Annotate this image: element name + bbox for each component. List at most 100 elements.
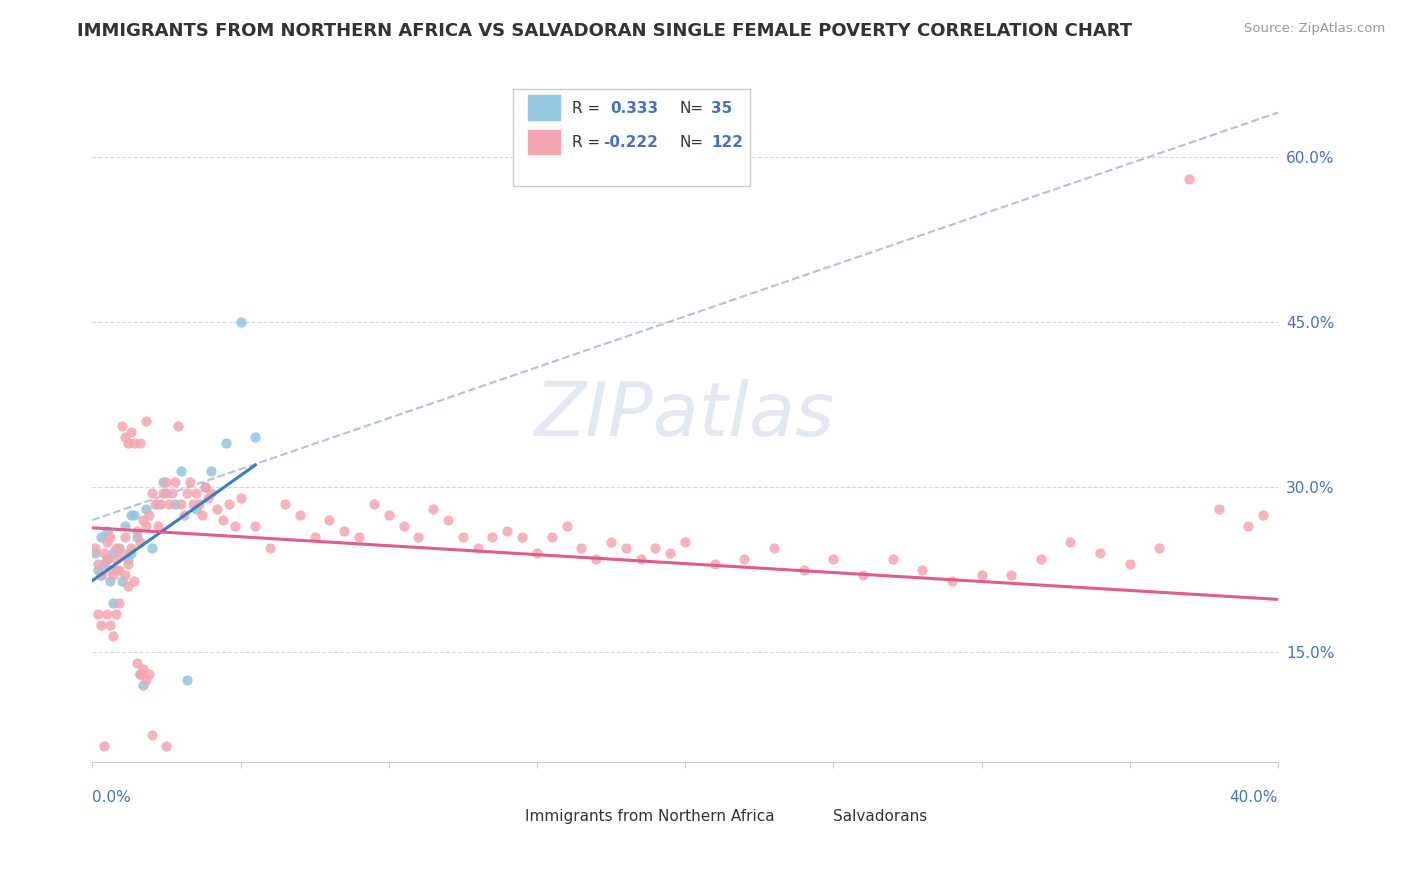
Point [184, 485, 207, 500]
Point [496, 524, 519, 538]
Point [363, 497, 385, 511]
Point [437, 513, 460, 527]
Point [823, 551, 845, 566]
Point [117, 579, 139, 593]
Point [392, 518, 415, 533]
Point [347, 530, 370, 544]
Point [1088, 546, 1111, 560]
Point [1119, 557, 1142, 571]
Point [600, 535, 623, 549]
Point [122, 574, 145, 588]
Text: Source: ZipAtlas.com: Source: ZipAtlas.com [1244, 22, 1385, 36]
Point [793, 563, 815, 577]
Point [540, 530, 562, 544]
Point [481, 530, 503, 544]
Point [152, 485, 174, 500]
Point [245, 430, 267, 444]
Point [98, 530, 121, 544]
Point [555, 518, 578, 533]
Point [200, 485, 222, 500]
Point [170, 464, 193, 478]
Point [117, 436, 139, 450]
Point [122, 508, 145, 522]
Point [149, 497, 172, 511]
Point [87, 607, 110, 621]
Point [644, 541, 666, 555]
Text: IMMIGRANTS FROM NORTHERN AFRICA VS SALVADORAN SINGLE FEMALE POVERTY CORRELATION : IMMIGRANTS FROM NORTHERN AFRICA VS SALVA… [77, 22, 1132, 40]
FancyBboxPatch shape [513, 89, 751, 186]
Point [138, 667, 160, 681]
Point [162, 485, 184, 500]
Point [852, 568, 875, 582]
Point [274, 497, 297, 511]
Point [205, 502, 228, 516]
Point [90, 617, 112, 632]
Point [87, 557, 110, 571]
Point [98, 617, 121, 632]
Point [224, 518, 246, 533]
Point [630, 551, 652, 566]
Point [229, 315, 252, 329]
Point [259, 541, 281, 555]
Point [1149, 541, 1171, 555]
Point [733, 551, 755, 566]
Point [1208, 502, 1230, 516]
Point [141, 485, 163, 500]
Point [125, 657, 148, 671]
Point [1059, 535, 1081, 549]
Point [114, 530, 136, 544]
Point [882, 551, 904, 566]
Point [173, 508, 195, 522]
Point [101, 596, 124, 610]
Point [132, 662, 155, 676]
Point [96, 607, 118, 621]
Point [132, 513, 155, 527]
Point [90, 568, 112, 582]
Text: R =: R = [572, 101, 600, 116]
Point [120, 541, 142, 555]
Point [101, 629, 124, 643]
Point [188, 497, 211, 511]
Point [215, 436, 238, 450]
Point [96, 535, 118, 549]
Point [128, 535, 150, 549]
Point [197, 491, 219, 505]
Point [105, 541, 128, 555]
FancyBboxPatch shape [489, 807, 517, 826]
Point [911, 563, 934, 577]
Point [571, 541, 593, 555]
Point [135, 414, 157, 428]
Point [167, 419, 190, 434]
Point [90, 530, 112, 544]
Point [108, 541, 131, 555]
Point [122, 436, 145, 450]
Point [176, 485, 198, 500]
Point [98, 574, 121, 588]
Point [585, 551, 607, 566]
Point [155, 475, 177, 489]
Point [87, 563, 110, 577]
Point [1178, 171, 1201, 186]
Text: 0.333: 0.333 [610, 101, 658, 116]
Point [90, 568, 112, 582]
Text: Immigrants from Northern Africa: Immigrants from Northern Africa [524, 809, 775, 824]
Text: 0.0%: 0.0% [93, 790, 131, 805]
Point [125, 524, 148, 538]
Point [703, 557, 725, 571]
Point [179, 475, 201, 489]
FancyBboxPatch shape [527, 128, 561, 155]
Point [659, 546, 682, 560]
Point [176, 673, 198, 687]
Point [108, 596, 131, 610]
Point [146, 497, 169, 511]
Point [673, 535, 696, 549]
Text: N=: N= [679, 101, 703, 116]
Point [93, 557, 115, 571]
Text: Salvadorans: Salvadorans [834, 809, 928, 824]
Point [141, 541, 163, 555]
Point [155, 485, 177, 500]
Point [614, 541, 637, 555]
Point [114, 568, 136, 582]
Point [763, 541, 786, 555]
Point [1000, 568, 1022, 582]
